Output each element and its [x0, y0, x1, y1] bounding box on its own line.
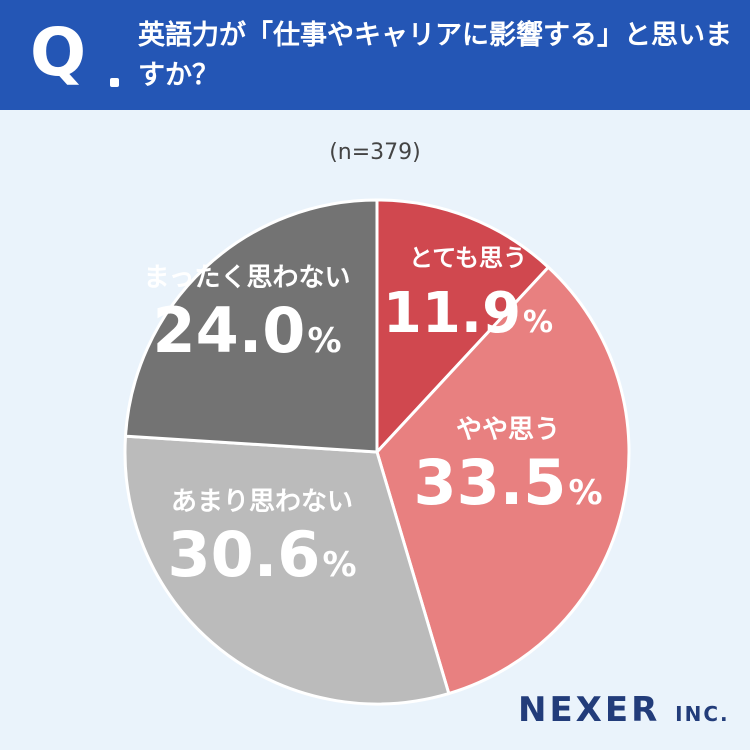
sample-size: (n=379) — [329, 140, 421, 165]
slice-label-strongly-disagree: まったく思わない — [144, 263, 351, 293]
question-text: 英語力が「仕事やキャリアに影響する」と思いますか？ — [138, 20, 732, 91]
pie-slice-somewhat-agree — [375, 265, 631, 696]
slice-label-very-agree: とても思う — [409, 244, 527, 272]
pie-slice-somewhat-disagree — [123, 434, 451, 706]
logo-name: NEXER — [518, 690, 661, 730]
pie-slice-very-agree — [375, 198, 550, 454]
nexer-logo: NEXER INC. — [518, 690, 730, 730]
q-mark: Q — [30, 14, 87, 91]
q-dot — [110, 78, 119, 87]
slice-label-somewhat-disagree: あまり思わない — [171, 487, 353, 517]
pie-slice-strongly-disagree — [123, 198, 379, 454]
slice-label-somewhat-agree: やや思う — [456, 415, 560, 445]
question-header: Q 英語力が「仕事やキャリアに影響する」と思いますか？ — [0, 0, 750, 110]
logo-suffix: INC. — [675, 702, 730, 726]
